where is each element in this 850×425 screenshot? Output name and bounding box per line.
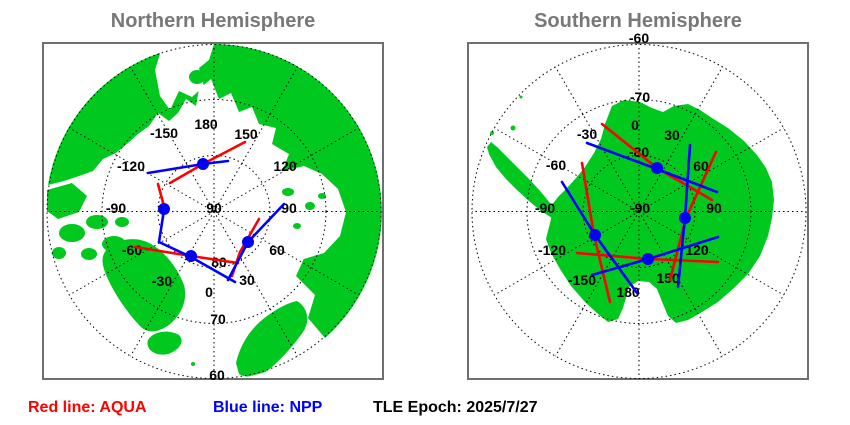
satellite-position-marker [589,229,601,241]
northern-hemisphere-plot: 180 -150 150 -120 120 -90 90 -60 60 -30 30 0 90 80 70 6… [42,42,384,383]
latitude-circle [101,99,327,324]
graticule-label: 90 [206,200,222,216]
graticule-label: 180 [194,116,218,132]
southern-hemisphere-plot: -60 -70 -80 -90 0 30 -30 60 -60 90 -90 120 -120 150 -1… [467,30,809,380]
graticule [471,44,807,379]
graticule-label: 120 [273,158,297,174]
canada-island [115,217,129,227]
arctic-sea-gap [155,44,214,110]
eurasia-landmass [48,44,382,339]
satellite-position-marker [197,158,209,170]
satellite-position-marker [679,212,691,224]
graticule-label: -90 [106,200,126,216]
longitude-meridian [213,127,359,212]
scandinavia-landmass [236,301,308,377]
graticule-label: -120 [117,158,145,174]
longitude-meridian [494,127,640,212]
antarctic-island [519,95,523,99]
canada-island [52,247,66,259]
graticule-label: 60 [693,158,709,174]
antarctic-island [476,147,480,151]
north-plot-title: Northern Hemisphere [110,10,316,32]
graticule-label: -60 [546,157,566,173]
graticule-label: -60 [629,30,649,46]
latitude-circle [526,99,752,324]
graticule-label: 90 [706,200,722,216]
south-plot-title: Southern Hemisphere [534,10,742,32]
arctic-island [305,202,315,210]
graticule-label: 0 [205,284,213,300]
antarctic-island [490,131,494,135]
graticule-label: 80 [211,254,227,270]
northern-hemisphere-map: 180 -150 150 -120 120 -90 90 -60 60 -30 30 0 90 80 70 6… [46,44,382,383]
antarctic-island [510,125,516,131]
npp-ground-track [157,208,237,284]
graticule-label: 150 [234,126,258,142]
north-landmasses [47,44,382,377]
antarctic-peninsula [487,142,555,218]
latitude-circle [157,155,271,268]
longitude-meridian [638,66,723,212]
longitude-meridian [555,211,640,357]
graticule-label: -30 [152,273,172,289]
small-island [191,362,195,366]
graticule-label: 30 [664,127,680,143]
graticule-label: 60 [209,367,225,383]
satellite-position-marker [242,236,254,248]
graticule-label: 60 [269,242,285,258]
longitude-meridian [638,127,784,212]
canada-island [86,215,108,229]
longitude-meridian [213,211,359,296]
arctic-island [189,70,205,84]
tle-epoch-label: TLE Epoch: 2025/7/27 [373,399,538,416]
longitude-meridian [494,211,640,296]
longitude-meridian [69,211,215,296]
canada-island [81,248,97,260]
graticule-label: -70 [630,89,650,105]
graticule-label: -120 [538,242,566,258]
canada-island [59,224,85,242]
graticule-label: -30 [577,126,597,142]
iceland-landmass [147,331,182,355]
graticule-label: 0 [631,117,639,133]
satellite-position-marker [651,162,663,174]
graticule-label: -90 [535,200,555,216]
longitude-meridian [130,66,215,212]
latitude-circle [582,155,696,268]
longitude-meridian [555,66,640,212]
graticule-label: 30 [239,272,255,288]
legend-npp: Blue line: NPP [213,399,323,416]
satellite-position-marker [642,253,654,265]
graticule-label: -60 [122,242,142,258]
graticule-label: 90 [281,200,297,216]
graticule-label: 70 [210,311,226,327]
greenland-landmass [102,239,186,332]
satellite-position-marker [158,203,170,215]
longitude-meridian [638,211,723,357]
arctic-island [293,223,301,229]
canada-landmass [47,183,87,219]
longitude-meridian [130,211,215,357]
graticule-label: 150 [656,270,680,286]
longitude-meridian [638,211,784,296]
satellite-position-marker [185,250,197,262]
legend-aqua: Red line: AQUA [28,399,147,416]
graticule [46,44,382,379]
longitude-meridian [213,211,298,357]
graticule-label: -150 [568,272,596,288]
arctic-island [318,193,326,199]
southern-hemisphere-map: -60-70-80-90030-3060-6090-90120-120150-1… [471,30,807,379]
longitude-meridian [213,66,298,212]
graticule-label: -90 [630,200,650,216]
longitude-meridian [69,127,215,212]
arctic-island [282,188,294,196]
graticule-label: -150 [150,125,178,141]
